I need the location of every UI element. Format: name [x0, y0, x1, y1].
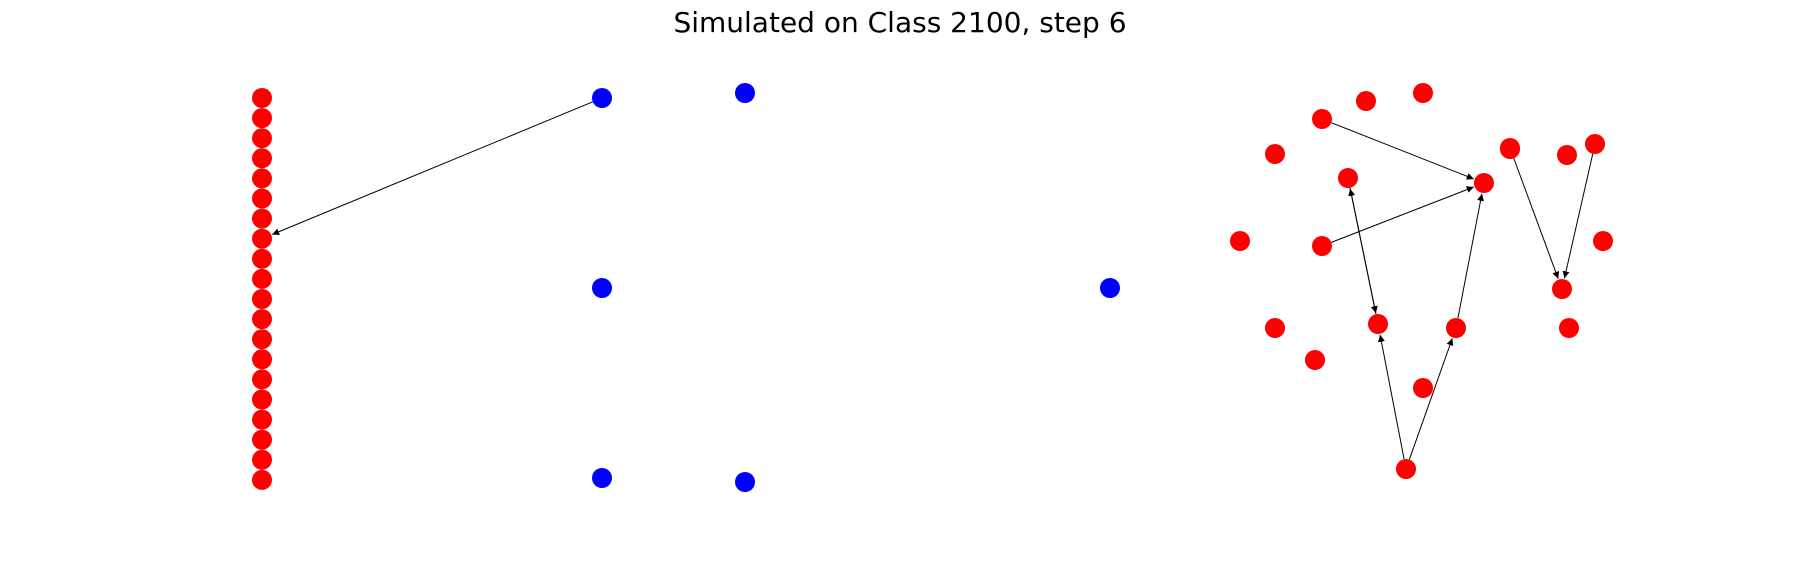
node-chain-11 [252, 309, 272, 330]
node-c-6 [1557, 145, 1577, 165]
node-blue-2 [592, 278, 612, 298]
node-blue-3 [1100, 278, 1120, 298]
edges-layer [271, 101, 1594, 460]
nodes-layer [252, 83, 1613, 492]
node-c-11 [1585, 134, 1605, 154]
node-c-2 [1413, 83, 1433, 103]
node-chain-17 [252, 429, 272, 450]
edge-blue-0-to-chain-7 [271, 101, 593, 236]
node-chain-8 [252, 248, 272, 269]
node-c-9 [1474, 173, 1494, 193]
node-chain-13 [252, 349, 272, 370]
node-blue-4 [592, 468, 612, 488]
edge-c-17-to-c-14 [1408, 338, 1454, 460]
node-c-19 [1413, 378, 1433, 398]
node-chain-6 [252, 208, 272, 229]
edge-c-11-to-c-13 [1562, 153, 1594, 279]
node-c-3 [1265, 144, 1285, 164]
node-chain-14 [252, 369, 272, 390]
node-chain-1 [252, 108, 272, 129]
edge-c-17-to-c-12 [1377, 334, 1405, 460]
node-chain-2 [252, 128, 272, 149]
node-c-0 [1356, 91, 1376, 111]
node-c-14 [1446, 318, 1466, 338]
edge-c-12-to-c-5 [1348, 188, 1377, 315]
node-chain-9 [252, 268, 272, 289]
node-chain-7 [252, 228, 272, 249]
edge-c-8-to-c-9 [1331, 186, 1474, 243]
edge-c-10-to-c-13 [1512, 157, 1560, 279]
node-chain-12 [252, 329, 272, 350]
node-chain-5 [252, 188, 272, 209]
node-chain-16 [252, 409, 272, 430]
node-c-15 [1265, 318, 1285, 338]
node-c-12 [1368, 314, 1388, 334]
node-chain-4 [252, 168, 272, 189]
node-chain-0 [252, 88, 272, 108]
node-c-20 [1593, 231, 1613, 251]
edge-c-14-to-c-9 [1457, 193, 1485, 319]
node-c-18 [1305, 350, 1325, 370]
node-chain-15 [252, 389, 272, 410]
plot-title: Simulated on Class 2100, step 6 [673, 6, 1127, 39]
node-c-13 [1552, 279, 1572, 299]
node-c-16 [1559, 318, 1579, 338]
node-c-17 [1396, 459, 1416, 479]
node-blue-5 [735, 472, 755, 492]
node-blue-0 [592, 88, 612, 108]
edge-c-1-to-c-9 [1331, 122, 1474, 180]
node-chain-3 [252, 148, 272, 169]
node-chain-19 [252, 469, 272, 490]
node-c-1 [1312, 109, 1332, 129]
node-c-8 [1312, 236, 1332, 256]
node-chain-10 [252, 289, 272, 309]
node-chain-18 [252, 449, 272, 470]
node-blue-1 [735, 83, 755, 103]
node-c-7 [1230, 231, 1250, 251]
node-c-5 [1338, 168, 1358, 188]
node-c-10 [1500, 138, 1520, 158]
